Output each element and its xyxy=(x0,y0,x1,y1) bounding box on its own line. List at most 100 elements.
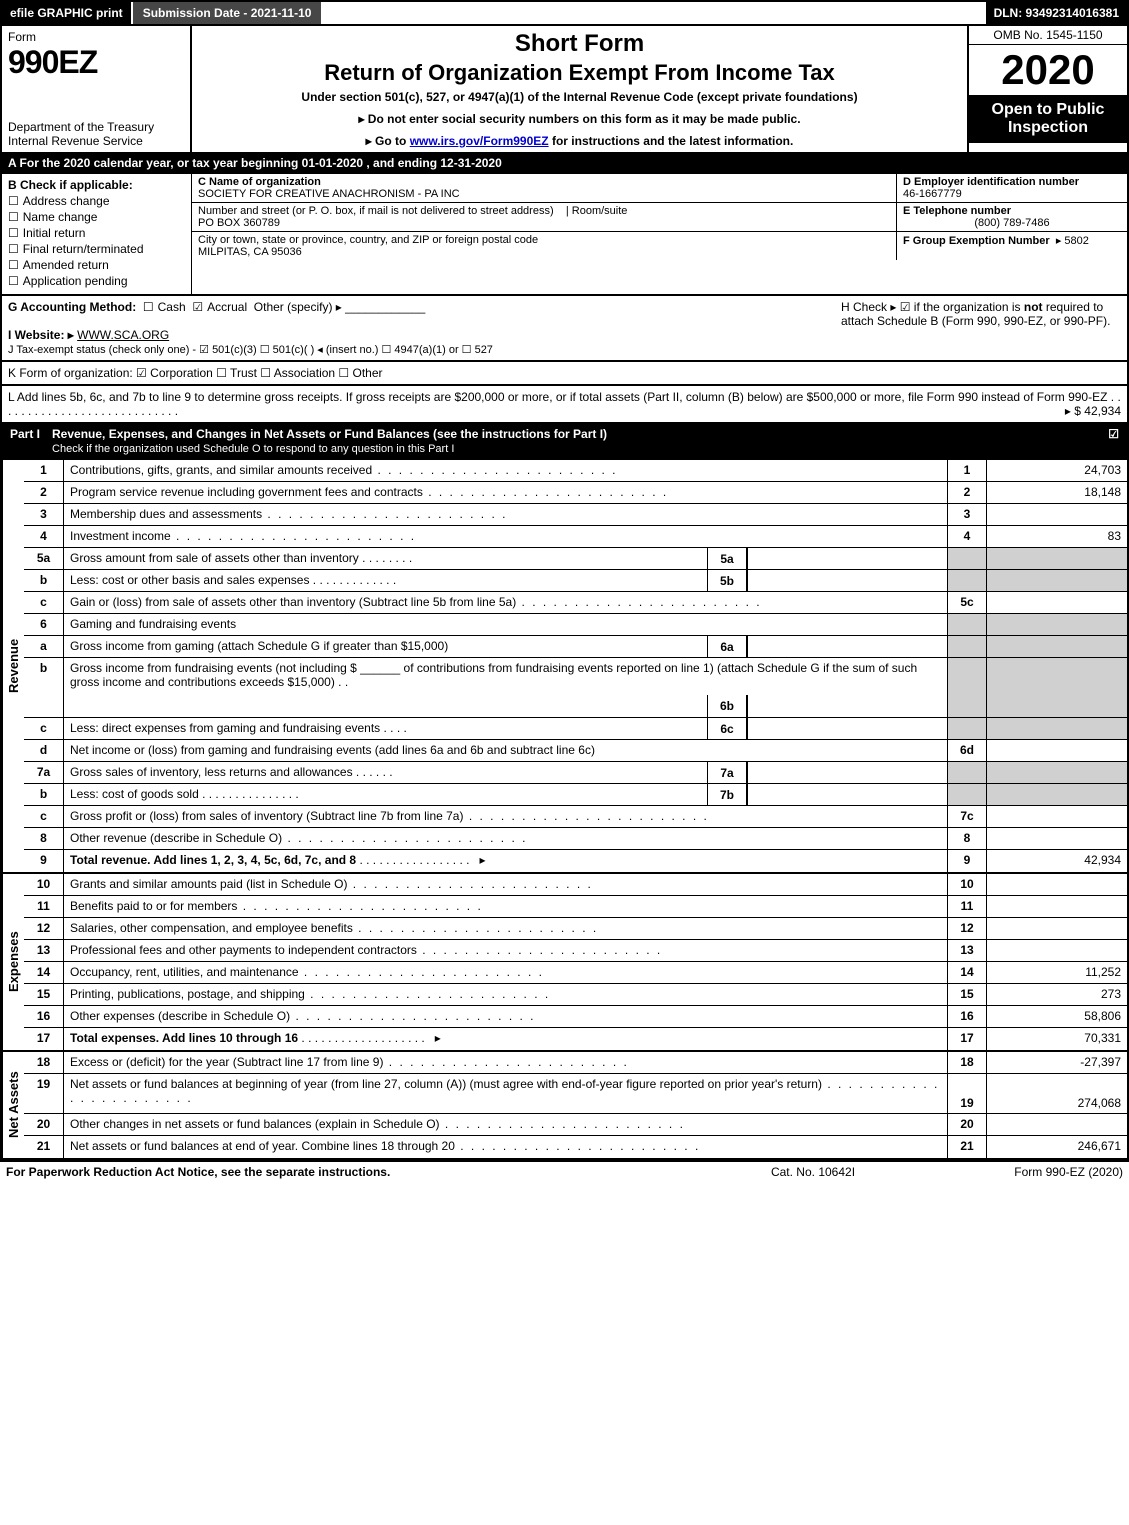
part1-check[interactable]: ☑ xyxy=(1099,427,1119,455)
l1-rno: 1 xyxy=(947,460,987,481)
l21-val: 246,671 xyxy=(987,1136,1127,1158)
department-label: Department of the Treasury Internal Reve… xyxy=(8,120,184,148)
box-c-label: C Name of organization xyxy=(198,176,321,188)
l5c-no: c xyxy=(24,592,64,613)
l5c-rno: 5c xyxy=(947,592,987,613)
irs-link[interactable]: www.irs.gov/Form990EZ xyxy=(410,134,549,148)
revenue-label: Revenue xyxy=(2,460,24,872)
l14-no: 14 xyxy=(24,962,64,983)
l15-no: 15 xyxy=(24,984,64,1005)
chk-initial-return[interactable]: Initial return xyxy=(8,226,185,240)
l6d-desc: Net income or (loss) from gaming and fun… xyxy=(64,740,947,761)
l21-desc: Net assets or fund balances at end of ye… xyxy=(64,1136,947,1158)
l6a-sub: 6a xyxy=(707,636,747,657)
box-cdef: C Name of organization SOCIETY FOR CREAT… xyxy=(192,174,1127,294)
l7c-no: c xyxy=(24,806,64,827)
l6d-rno: 6d xyxy=(947,740,987,761)
row-l-text: L Add lines 5b, 6c, and 7b to line 9 to … xyxy=(8,390,1107,404)
chk-address-change[interactable]: Address change xyxy=(8,194,185,208)
form-title-2: Return of Organization Exempt From Incom… xyxy=(198,60,961,86)
l11-no: 11 xyxy=(24,896,64,917)
l15-val: 273 xyxy=(987,984,1127,1005)
l7a-rval xyxy=(987,762,1127,783)
top-bar: efile GRAPHIC print Submission Date - 20… xyxy=(0,0,1129,26)
l9-rno: 9 xyxy=(947,850,987,872)
l9-txt: Total revenue. Add lines 1, 2, 3, 4, 5c,… xyxy=(70,853,356,867)
l6a-no: a xyxy=(24,636,64,657)
row-g-h: G Accounting Method: Cash Accrual Other … xyxy=(0,296,1129,362)
l3-val xyxy=(987,504,1127,525)
l6c-sub: 6c xyxy=(707,718,747,739)
l7a-rno xyxy=(947,762,987,783)
l8-no: 8 xyxy=(24,828,64,849)
row-l-amount: ▸ $ 42,934 xyxy=(1065,404,1121,418)
l5b-sub: 5b xyxy=(707,570,747,591)
l20-no: 20 xyxy=(24,1114,64,1135)
chk-accrual[interactable]: Accrual xyxy=(192,300,247,314)
l13-desc: Professional fees and other payments to … xyxy=(64,940,947,961)
chk-application-pending[interactable]: Application pending xyxy=(8,274,185,288)
footer-right: Form 990-EZ (2020) xyxy=(943,1165,1123,1179)
phone-value: (800) 789-7486 xyxy=(903,217,1121,229)
l3-rno: 3 xyxy=(947,504,987,525)
page-footer: For Paperwork Reduction Act Notice, see … xyxy=(0,1160,1129,1182)
arrow-line-1: ▸ Do not enter social security numbers o… xyxy=(198,112,961,126)
l10-rno: 10 xyxy=(947,874,987,895)
arrow2-post: for instructions and the latest informat… xyxy=(552,134,793,148)
l18-rno: 18 xyxy=(947,1052,987,1073)
l5b-no: b xyxy=(24,570,64,591)
l18-desc: Excess or (deficit) for the year (Subtra… xyxy=(64,1052,947,1073)
group-exemption-value: 5802 xyxy=(1064,235,1088,247)
netassets-grid: Net Assets 18Excess or (deficit) for the… xyxy=(0,1052,1129,1160)
box-c-addr: Number and street (or P. O. box, if mail… xyxy=(192,203,897,231)
l15-rno: 15 xyxy=(947,984,987,1005)
l17-rno: 17 xyxy=(947,1028,987,1050)
l14-val: 11,252 xyxy=(987,962,1127,983)
box-d-label: D Employer identification number xyxy=(903,176,1079,188)
l5a-rval xyxy=(987,548,1127,569)
part1-sub: Check if the organization used Schedule … xyxy=(52,443,454,455)
row-a-period: A For the 2020 calendar year, or tax yea… xyxy=(0,154,1129,174)
l7b-subval xyxy=(747,784,947,805)
l6a-rno xyxy=(947,636,987,657)
l7a-subval xyxy=(747,762,947,783)
l5c-val xyxy=(987,592,1127,613)
l6-rno xyxy=(947,614,987,635)
l1-no: 1 xyxy=(24,460,64,481)
l10-desc: Grants and similar amounts paid (list in… xyxy=(64,874,947,895)
topbar-spacer xyxy=(321,2,985,24)
efile-print-button[interactable]: efile GRAPHIC print xyxy=(2,2,133,24)
chk-amended-return[interactable]: Amended return xyxy=(8,258,185,272)
l2-desc: Program service revenue including govern… xyxy=(64,482,947,503)
l11-val xyxy=(987,896,1127,917)
l19-desc: Net assets or fund balances at beginning… xyxy=(64,1074,947,1113)
expenses-grid: Expenses 10Grants and similar amounts pa… xyxy=(0,874,1129,1052)
expenses-label: Expenses xyxy=(2,874,24,1050)
form-header: Form 990EZ Department of the Treasury In… xyxy=(0,26,1129,154)
l16-no: 16 xyxy=(24,1006,64,1027)
l4-rno: 4 xyxy=(947,526,987,547)
chk-final-return[interactable]: Final return/terminated xyxy=(8,242,185,256)
chk-cash[interactable]: Cash xyxy=(143,300,186,314)
l7b-txt: Less: cost of goods sold xyxy=(70,787,199,801)
l15-desc: Printing, publications, postage, and shi… xyxy=(64,984,947,1005)
l10-val xyxy=(987,874,1127,895)
submission-date: Submission Date - 2021-11-10 xyxy=(133,2,322,24)
row-i-label: I Website: ▸ xyxy=(8,328,74,342)
part1-name: Part I xyxy=(10,427,52,455)
row-k: K Form of organization: ☑ Corporation ☐ … xyxy=(0,362,1129,386)
l5b-desc: Less: cost or other basis and sales expe… xyxy=(64,570,947,591)
l17-val: 70,331 xyxy=(987,1028,1127,1050)
chk-name-change[interactable]: Name change xyxy=(8,210,185,224)
l13-no: 13 xyxy=(24,940,64,961)
part1-header: Part I Revenue, Expenses, and Changes in… xyxy=(0,424,1129,460)
l6-rval xyxy=(987,614,1127,635)
row-h: H Check ▸ ☑ if the organization is not r… xyxy=(841,300,1121,356)
l5a-subval xyxy=(747,548,947,569)
row-j: J Tax-exempt status (check only one) - ☑… xyxy=(8,344,493,356)
l6a-desc: Gross income from gaming (attach Schedul… xyxy=(64,636,947,657)
open-to-public: Open to Public Inspection xyxy=(969,95,1127,143)
l19-no: 19 xyxy=(24,1074,64,1113)
l12-val xyxy=(987,918,1127,939)
l5a-txt: Gross amount from sale of assets other t… xyxy=(70,551,359,565)
